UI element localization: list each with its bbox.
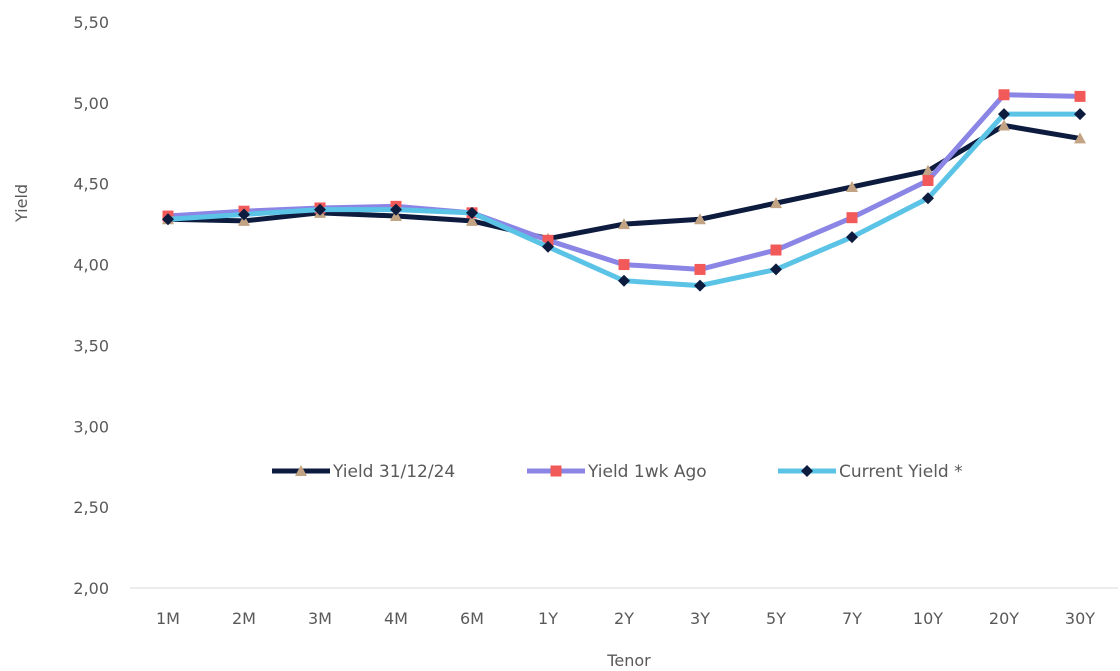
legend-item-3: Current Yield *	[778, 462, 963, 482]
y-tick-label: 4,50	[73, 175, 109, 194]
data-point	[1074, 90, 1086, 102]
x-tick-label: 10Y	[913, 609, 943, 628]
y-axis-ticks: 2,00 2,50 3,00 3,50 4,00 4,50 5,00 5,50	[73, 13, 109, 598]
data-point	[466, 206, 478, 219]
data-point	[922, 164, 934, 176]
data-point	[1074, 132, 1086, 144]
data-point	[694, 213, 706, 225]
data-point	[314, 203, 326, 216]
x-tick-label: 30Y	[1065, 609, 1095, 628]
legend: Yield 31/12/24 Yield 1wk Ago Current Yield…	[272, 462, 963, 482]
y-tick-label: 5,50	[73, 13, 109, 32]
series-1	[162, 119, 1086, 244]
x-tick-label: 2M	[232, 609, 256, 628]
y-axis-title: Yield	[12, 184, 31, 223]
legend-item-2: Yield 1wk Ago	[527, 462, 707, 482]
x-tick-label: 1M	[156, 609, 180, 628]
data-point	[162, 213, 174, 226]
legend-marker	[295, 465, 307, 476]
y-tick-label: 2,50	[73, 498, 109, 517]
data-point	[998, 119, 1010, 131]
data-point	[390, 203, 402, 216]
x-tick-label: 5Y	[766, 609, 786, 628]
x-tick-label: 6M	[460, 609, 484, 628]
series-2	[162, 89, 1086, 275]
series-3	[162, 108, 1086, 292]
data-point	[922, 192, 934, 205]
legend-label: Yield 31/12/24	[332, 462, 455, 482]
data-point	[694, 279, 706, 292]
data-point	[846, 231, 858, 244]
x-axis-title: Tenor	[606, 651, 651, 670]
data-point	[998, 108, 1010, 121]
legend-label: Current Yield *	[839, 462, 963, 482]
data-point	[694, 263, 706, 275]
series-layer	[162, 89, 1086, 292]
y-tick-label: 3,00	[73, 417, 109, 436]
legend-marker	[550, 465, 562, 477]
data-point	[466, 214, 478, 226]
x-tick-label: 3Y	[690, 609, 710, 628]
x-tick-label: 3M	[308, 609, 332, 628]
data-point	[770, 244, 782, 256]
data-point	[542, 240, 554, 253]
data-point	[618, 274, 630, 287]
x-axis-ticks: 1M 2M 3M 4M 6M 1Y 2Y 3Y 5Y 7Y 10Y 20Y 30Y	[156, 609, 1095, 628]
legend-item-1: Yield 31/12/24	[272, 462, 455, 482]
data-point	[770, 263, 782, 276]
x-tick-label: 2Y	[614, 609, 634, 628]
data-point	[846, 180, 858, 192]
data-point	[618, 259, 630, 271]
data-point	[238, 208, 250, 221]
data-point	[770, 197, 782, 209]
x-tick-label: 20Y	[989, 609, 1019, 628]
y-tick-label: 5,00	[73, 94, 109, 113]
data-point	[1074, 108, 1086, 121]
x-tick-label: 4M	[384, 609, 408, 628]
data-point	[542, 234, 554, 246]
data-point	[922, 174, 934, 186]
legend-label: Yield 1wk Ago	[587, 462, 707, 482]
data-point	[618, 218, 630, 230]
data-point	[998, 89, 1010, 101]
x-tick-label: 7Y	[842, 609, 862, 628]
y-tick-label: 4,00	[73, 256, 109, 275]
x-tick-label: 1Y	[538, 609, 558, 628]
legend-marker	[801, 465, 813, 477]
y-tick-label: 3,50	[73, 336, 109, 355]
data-point	[846, 212, 858, 224]
y-tick-label: 2,00	[73, 579, 109, 598]
